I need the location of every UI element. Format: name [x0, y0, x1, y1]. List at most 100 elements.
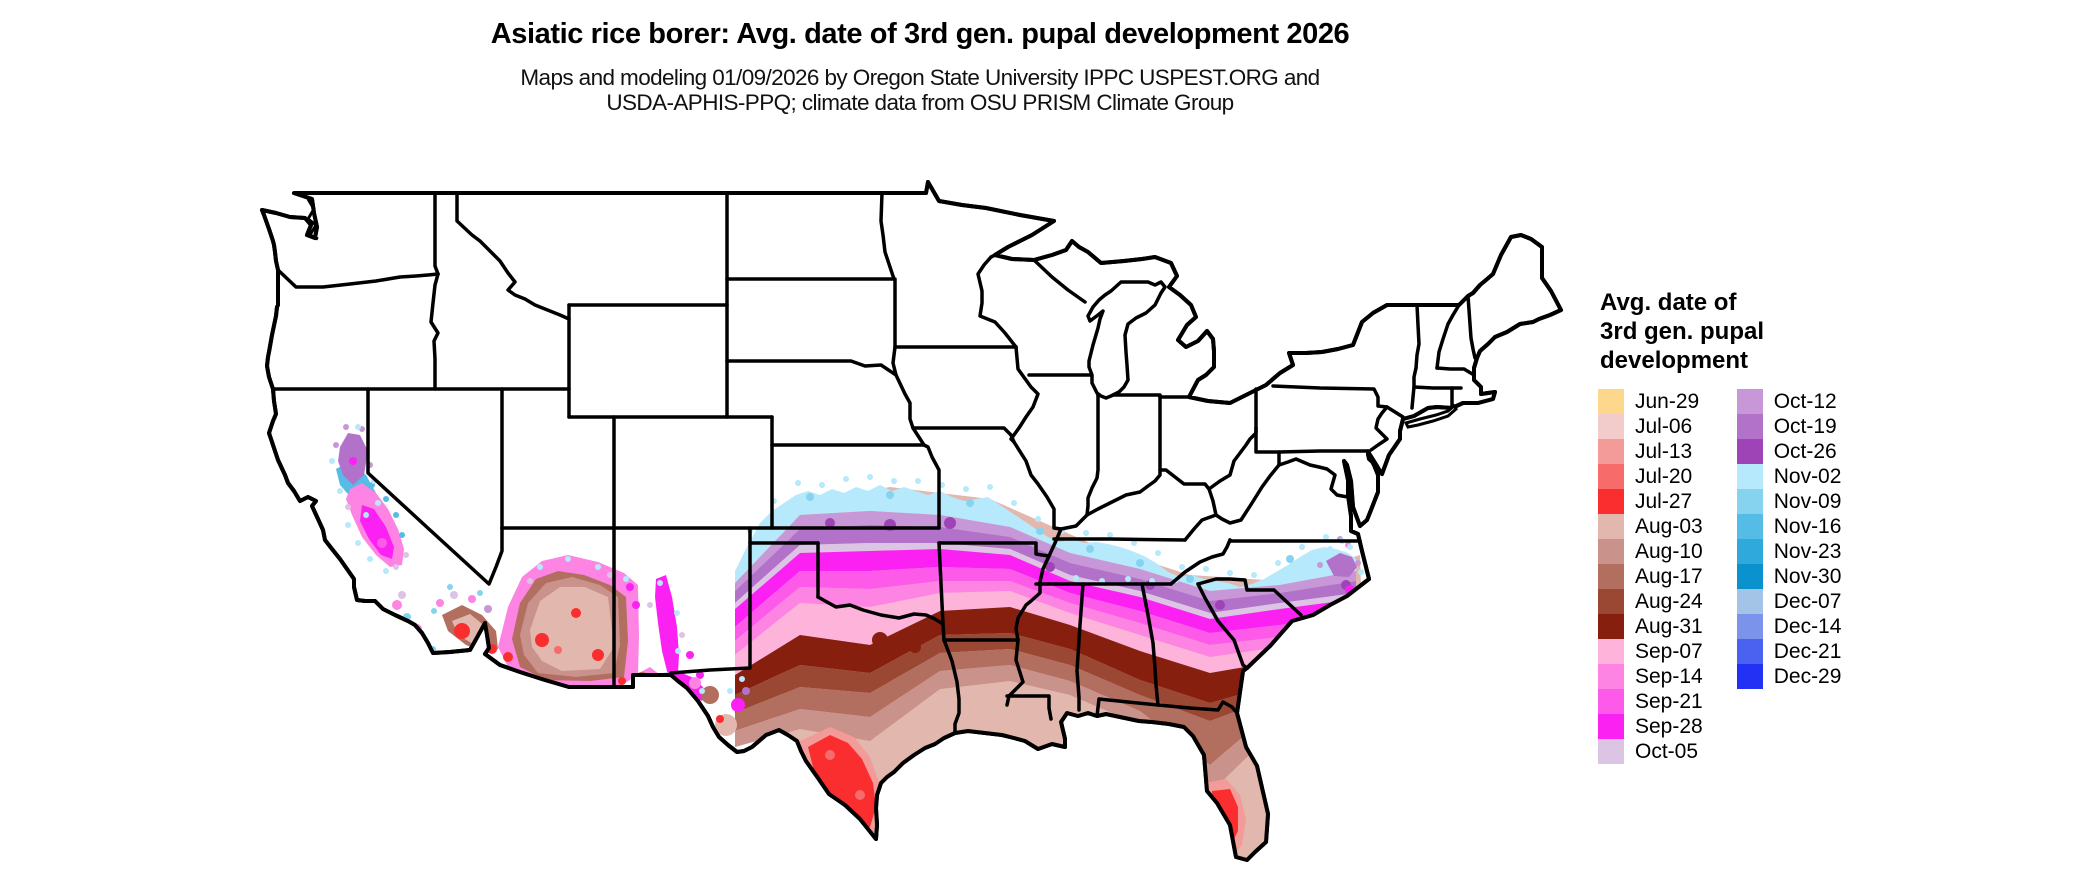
legend-label: Aug-17 — [1635, 564, 1703, 588]
legend-item: Jul-27 — [1598, 489, 1703, 514]
legend-swatch — [1598, 389, 1624, 414]
legend-item: Oct-26 — [1736, 439, 1842, 464]
wtx-magenta — [731, 698, 745, 712]
legend-label: Sep-07 — [1635, 639, 1703, 663]
subtitle: Maps and modeling 01/09/2026 by Oregon S… — [0, 65, 1840, 115]
legend-swatch — [1736, 564, 1763, 589]
legend-item: Nov-16 — [1736, 514, 1842, 539]
legend-item: Dec-14 — [1736, 614, 1842, 639]
legend-label: Jun-29 — [1635, 389, 1700, 413]
legend-swatch — [1598, 414, 1624, 439]
legend-swatch — [1598, 539, 1624, 564]
legend-label: Dec-14 — [1773, 614, 1842, 638]
legend-item: Aug-10 — [1598, 539, 1703, 564]
ca-lavender-dots — [345, 504, 458, 599]
legend-swatch — [1598, 664, 1624, 689]
nm-magenta-dots — [686, 651, 704, 679]
legend-label: Nov-16 — [1773, 514, 1842, 538]
legend-swatch — [1736, 639, 1763, 664]
legend-label: Dec-07 — [1773, 589, 1842, 613]
band-aug17 — [735, 649, 1356, 765]
legend-swatch — [1736, 464, 1763, 489]
legend-item: Jul-20 — [1598, 464, 1703, 489]
ca-paleblue-dots — [329, 424, 389, 574]
legend-item: Nov-09 — [1736, 489, 1841, 514]
wtx-purple-dot — [742, 687, 750, 695]
legend-swatch — [1736, 389, 1763, 414]
ca-hotpink-dot — [377, 538, 387, 548]
legend-item: Oct-12 — [1736, 389, 1842, 414]
az-lavender-dots — [527, 572, 685, 638]
us-map — [190, 135, 1570, 875]
legend-item: Aug-03 — [1598, 514, 1703, 539]
legend-item: Aug-24 — [1598, 589, 1703, 614]
stx-jul20-spots — [825, 750, 865, 800]
stx-red — [808, 735, 876, 829]
legend-item: Dec-29 — [1736, 664, 1842, 689]
legend-swatch — [1598, 589, 1624, 614]
az-fringe-magenta — [626, 583, 640, 609]
spots-aug31 — [847, 632, 921, 654]
legend-label: Oct-05 — [1635, 739, 1699, 763]
legend-item: Sep-07 — [1598, 639, 1703, 664]
long-island — [1403, 403, 1458, 429]
legend-label: Dec-29 — [1773, 664, 1842, 688]
legend-label: Aug-31 — [1635, 614, 1703, 638]
page-title: Asiatic rice borer: Avg. date of 3rd gen… — [490, 18, 1350, 50]
legend-label: Aug-10 — [1635, 539, 1703, 563]
legend-swatch — [1598, 739, 1624, 764]
legend-item: Dec-07 — [1736, 589, 1842, 614]
legend-swatch — [1598, 489, 1624, 514]
legend-label: Nov-23 — [1773, 539, 1842, 563]
nc-purple-patch — [1326, 553, 1357, 577]
us-outline — [260, 180, 1563, 862]
socal-pink-dots — [392, 595, 476, 634]
header: Asiatic rice borer: Avg. date of 3rd gen… — [0, 0, 1840, 115]
band-sep07 — [735, 591, 1356, 675]
legend-item: Oct-05 — [1598, 739, 1703, 764]
band-oct19 — [735, 525, 1356, 613]
wtx-pink — [689, 677, 701, 689]
legend-label: Aug-24 — [1635, 589, 1703, 613]
legend-swatch — [1598, 689, 1624, 714]
lake-michigan — [1086, 280, 1167, 400]
nm-riogrande-strip — [655, 575, 679, 675]
socal-lilac-dot — [484, 605, 492, 613]
legend-title-line-2: 3rd gen. pupal — [1600, 318, 1765, 345]
legend-swatch — [1736, 439, 1763, 464]
legend-title-line-1: Avg. date of — [1600, 289, 1737, 316]
band-oct12 — [735, 511, 1356, 601]
fl-keys-jun29 — [1191, 867, 1249, 876]
legend-item: Sep-14 — [1598, 664, 1703, 689]
legend-item: Nov-30 — [1736, 564, 1842, 589]
legend-label: Sep-14 — [1635, 664, 1703, 688]
legend-swatch — [1598, 714, 1624, 739]
legend-swatch — [1598, 514, 1624, 539]
puget-sound — [306, 198, 319, 241]
legend-label: Jul-20 — [1635, 464, 1693, 488]
legend-item: Sep-21 — [1598, 689, 1703, 714]
legend-swatch — [1598, 564, 1624, 589]
legend-item: Dec-21 — [1736, 639, 1841, 664]
legend-swatch — [1736, 539, 1763, 564]
legend-item: Jun-29 — [1598, 389, 1703, 414]
legend-item: Jul-13 — [1598, 439, 1703, 464]
legend-swatch — [1736, 664, 1763, 689]
legend-swatch — [1598, 614, 1624, 639]
nov09-blobs — [806, 491, 1294, 583]
band-aug24 — [735, 633, 1356, 721]
legend-item: Nov-23 — [1736, 539, 1842, 564]
legend-swatch — [1598, 439, 1624, 464]
legend-columns: Jun-29 Jul-06 Jul-13 Jul-20 Jul-27 Aug-0… — [1598, 389, 1928, 764]
legend-swatch — [1736, 614, 1763, 639]
legend-item: Sep-28 — [1598, 714, 1703, 739]
legend-swatch — [1736, 514, 1763, 539]
legend-swatch — [1736, 589, 1763, 614]
az-jul20-spot — [554, 646, 562, 654]
legend-item: Oct-19 — [1736, 414, 1842, 439]
state-borders — [271, 191, 1477, 735]
band-sep28 — [735, 549, 1356, 633]
band-sep21 — [735, 567, 1356, 645]
legend-label: Nov-30 — [1773, 564, 1842, 588]
